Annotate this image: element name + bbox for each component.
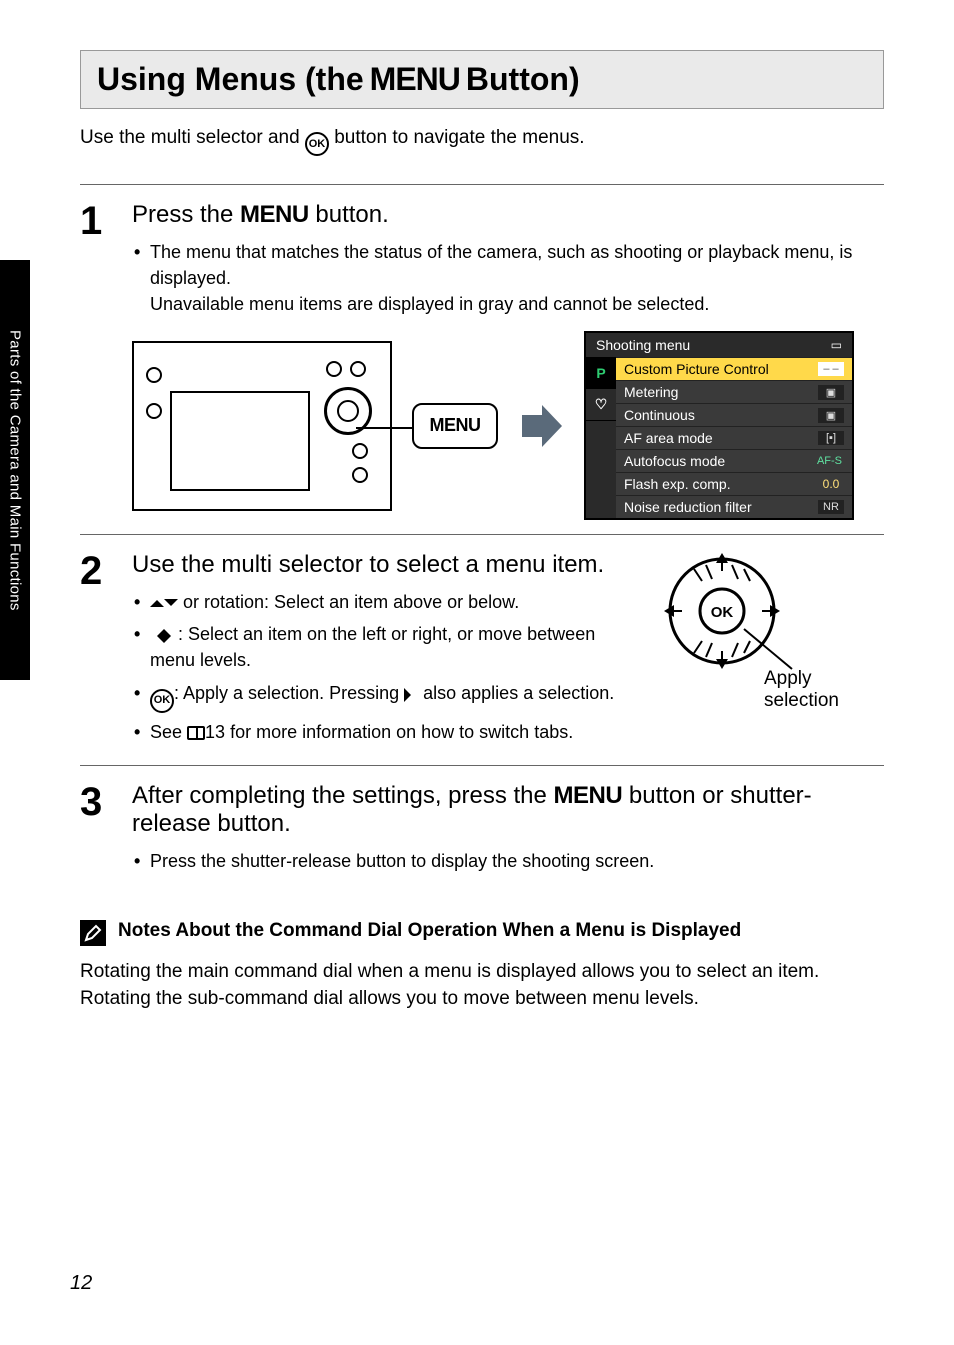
step-3: 3 After completing the settings, press t… <box>80 765 884 894</box>
step-2-b1-text: or rotation: Select an item above or bel… <box>178 592 519 612</box>
menu-row-value: AF-S <box>815 454 844 468</box>
ok-icon: OK <box>305 132 329 156</box>
notes-section: Notes About the Command Dial Operation W… <box>80 920 884 1013</box>
up-icon <box>150 593 164 607</box>
menu-row-value: – – <box>818 362 844 376</box>
menu-row: Noise reduction filter NR <box>616 495 852 518</box>
menu-row-value: [▪] <box>818 431 844 445</box>
menu-row: Metering ▣ <box>616 380 852 403</box>
step-1-bullet-line2: Unavailable menu items are displayed in … <box>150 294 709 314</box>
intro-text: Use the multi selector and OK button to … <box>80 127 884 156</box>
step-1-title-pre: Press the <box>132 201 240 228</box>
menu-row-value: ▣ <box>818 408 844 423</box>
step-2: 2 Use the multi selector to select a men… <box>80 534 884 764</box>
right-icon <box>164 629 178 643</box>
step-2-bullet-4: See 13 for more information on how to sw… <box>150 719 630 745</box>
pencil-icon <box>80 920 106 946</box>
menu-row-label: Continuous <box>624 407 695 423</box>
step-3-title-menu: MENU <box>554 782 623 809</box>
menu-row-label: Noise reduction filter <box>624 499 752 515</box>
step-2-b3-text2: also applies a selection. <box>418 683 614 703</box>
menu-button-callout: MENU <box>412 403 498 449</box>
notes-heading: Notes About the Command Dial Operation W… <box>118 920 741 946</box>
step-1-title: Press the MENU button. <box>132 201 884 229</box>
menu-row: Custom Picture Control – – <box>616 357 852 380</box>
arrow-icon <box>518 403 564 449</box>
step-1-bullet-line1: The menu that matches the status of the … <box>150 242 852 288</box>
menu-row-label: Custom Picture Control <box>624 361 769 377</box>
menu-title: Shooting menu <box>596 337 690 353</box>
book-icon <box>187 726 205 740</box>
step-3-bullet: Press the shutter-release button to disp… <box>150 848 884 874</box>
step-2-bullet-3: OK: Apply a selection. Pressing also app… <box>150 680 630 713</box>
menu-row: Autofocus mode AF-S <box>616 449 852 472</box>
step-2-b2-text: : Select an item on the left or right, o… <box>150 624 595 670</box>
menu-row-label: Metering <box>624 384 678 400</box>
left-icon <box>150 629 164 643</box>
step-1-number: 1 <box>80 201 114 520</box>
battery-icon: ▭ <box>831 338 842 352</box>
menu-row-value: NR <box>818 500 844 514</box>
right-icon <box>404 688 418 702</box>
menu-row-label: AF area mode <box>624 430 713 446</box>
step-2-b4-ref: 13 <box>205 722 225 742</box>
step-2-b3-text1: : Apply a selection. Pressing <box>174 683 404 703</box>
step-3-number: 3 <box>80 782 114 880</box>
side-tab: Parts of the Camera and Main Functions <box>0 260 30 680</box>
heading-pre: Using Menus (the <box>97 61 364 98</box>
multi-selector-illustration: OK <box>654 551 884 750</box>
step-1-bullet: The menu that matches the status of the … <box>150 239 884 317</box>
step-1: 1 Press the MENU button. The menu that m… <box>80 184 884 534</box>
menu-row-label: Autofocus mode <box>624 453 725 469</box>
page-number: 12 <box>70 1272 92 1295</box>
svg-text:OK: OK <box>711 604 734 621</box>
menu-row-label: Flash exp. comp. <box>624 476 731 492</box>
menu-row: Flash exp. comp. 0.0 <box>616 472 852 495</box>
step-2-number: 2 <box>80 551 114 750</box>
intro-post: button to navigate the menus. <box>334 127 584 148</box>
shooting-menu-screenshot: Shooting menu ▭ P ♡ Custom Picture Contr… <box>584 331 854 520</box>
apply-label-2: selection <box>764 690 839 711</box>
menu-row: AF area mode [▪] <box>616 426 852 449</box>
menu-row-value: ▣ <box>818 385 844 400</box>
page-heading: Using Menus (the MENU Button) <box>80 50 884 109</box>
tab-p: P <box>586 357 616 389</box>
ok-icon: OK <box>150 689 174 713</box>
camera-back-illustration <box>132 341 392 511</box>
step-3-title-pre: After completing the settings, press the <box>132 782 554 809</box>
menu-row-value: 0.0 <box>818 476 844 492</box>
apply-label-1: Apply <box>764 668 812 689</box>
step-1-title-menu: MENU <box>240 201 309 228</box>
heading-menu-word: MENU <box>370 61 460 98</box>
intro-pre: Use the multi selector and <box>80 127 305 148</box>
heading-post: Button) <box>466 61 580 98</box>
step-2-bullet-2: : Select an item on the left or right, o… <box>150 621 630 673</box>
step-2-b4-pre: See <box>150 722 187 742</box>
step-2-title: Use the multi selector to select a menu … <box>132 551 630 579</box>
tab-setup: ♡ <box>586 389 616 421</box>
step-2-bullet-1: or rotation: Select an item above or bel… <box>150 589 630 615</box>
down-icon <box>164 599 178 613</box>
notes-body: Rotating the main command dial when a me… <box>80 958 884 1013</box>
step-1-title-post: button. <box>309 201 389 228</box>
menu-row: Continuous ▣ <box>616 403 852 426</box>
step-3-title: After completing the settings, press the… <box>132 782 884 838</box>
menu-list: Custom Picture Control– –Metering▣Contin… <box>616 357 852 518</box>
step-2-b4-post: for more information on how to switch ta… <box>225 722 573 742</box>
